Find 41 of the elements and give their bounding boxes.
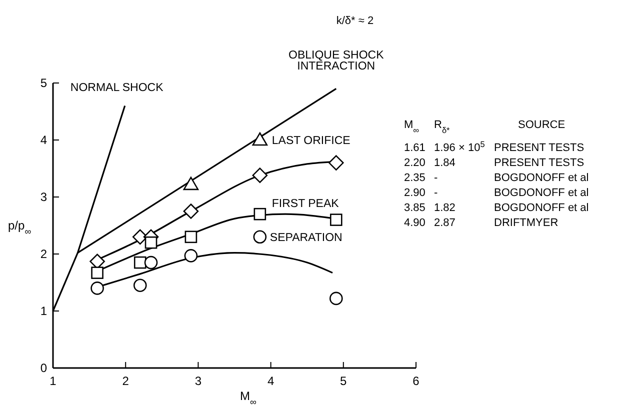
text: PRESENT TESTS	[494, 157, 584, 169]
annotation: 3.85	[404, 202, 426, 214]
x-tick-label: 5	[340, 374, 348, 388]
y-tick-label: 3	[40, 190, 48, 204]
x-tick-label: 3	[194, 374, 202, 388]
annotation: 2.20	[404, 157, 426, 169]
text: -	[434, 187, 438, 199]
annotation: SEPARATION	[270, 232, 342, 244]
annotation: FIRST PEAK	[272, 198, 340, 210]
x-tick-label: 6	[412, 374, 420, 388]
annotation: 4.90	[404, 217, 426, 229]
annotation: 2.35	[404, 172, 426, 184]
text: R$_{δ*}$	[434, 119, 451, 134]
x-tick-label: 4	[267, 374, 274, 388]
y-tick-label: 4	[40, 133, 48, 147]
y-tick-label: 2	[40, 247, 48, 261]
text: SOURCE	[518, 119, 566, 131]
annotation: 2.90	[404, 187, 426, 199]
y-axis-title: p/p$_{∞}$	[8, 218, 32, 236]
y-tick-label: 0	[40, 361, 48, 375]
x-tick-label: 2	[122, 374, 130, 388]
text: 1.82	[434, 202, 456, 214]
text: 2.87	[434, 217, 456, 229]
annotation: LAST ORIFICE	[272, 135, 351, 147]
x-tick-label: 1	[50, 374, 57, 388]
annotation: OBLIQUE SHOCK INTERACTION	[288, 50, 384, 73]
text: 1.96 × 10$^{5}$	[434, 140, 486, 154]
text: -	[434, 172, 438, 184]
annotation: 1.61	[404, 142, 426, 154]
text: DRIFTMYER	[494, 217, 558, 229]
text: BOGDONOFF et al	[494, 202, 589, 214]
annotation: NORMAL SHOCK	[70, 82, 164, 94]
y-tick-label: 1	[40, 304, 48, 318]
text: PRESENT TESTS	[494, 142, 584, 154]
text: 1.84	[434, 157, 456, 169]
annotation: M$_{∞}$	[404, 119, 420, 134]
chart-title: k/δ* ≈ 2	[336, 15, 374, 27]
text: BOGDONOFF et al	[494, 172, 589, 184]
text: BOGDONOFF et al	[494, 187, 589, 199]
x-axis-title: M$_{∞}$	[240, 389, 257, 407]
y-tick-label: 5	[40, 76, 48, 90]
